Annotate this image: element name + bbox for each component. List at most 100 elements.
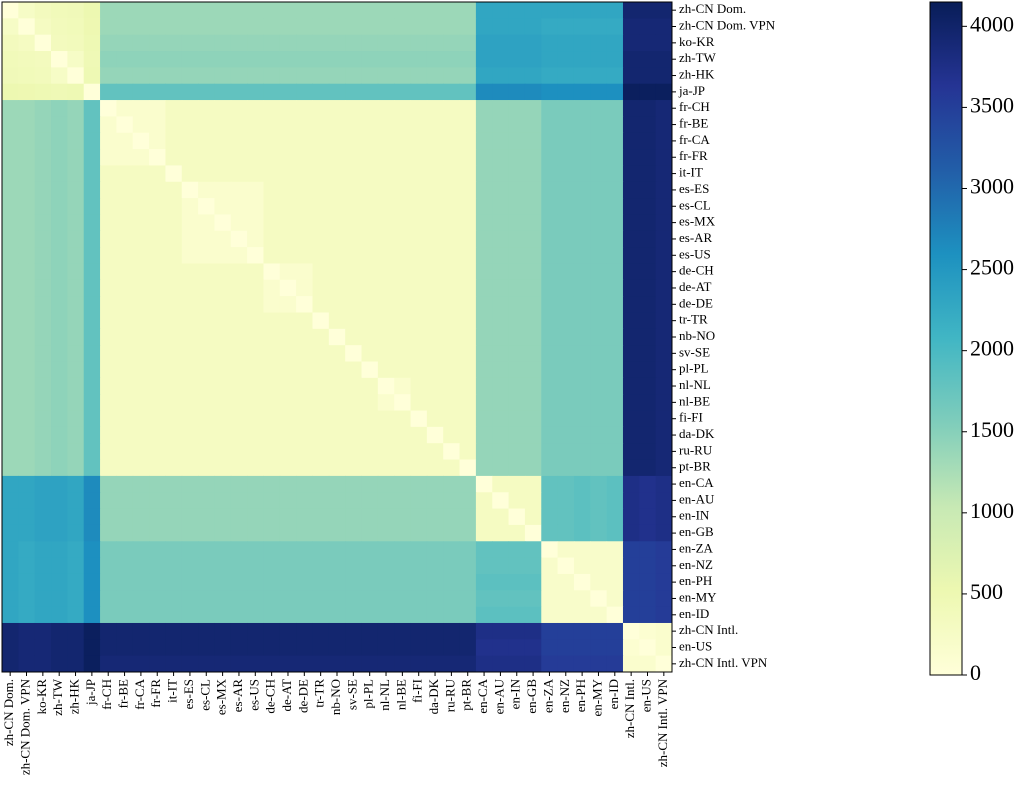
x-tick-label: sv-SE — [344, 679, 359, 710]
heatmap-cell — [312, 34, 330, 52]
heatmap-cell — [247, 443, 264, 461]
heatmap-cell — [361, 18, 379, 36]
heatmap-cell — [198, 590, 215, 608]
heatmap-cell — [524, 312, 542, 330]
heatmap-cell — [426, 443, 444, 461]
heatmap-cell — [116, 2, 134, 19]
heatmap-cell — [263, 655, 281, 673]
heatmap-cell — [181, 443, 199, 461]
heatmap-cell — [508, 524, 526, 542]
heatmap-cell — [394, 410, 412, 428]
heatmap-cell — [524, 345, 542, 363]
heatmap-cell — [361, 394, 379, 412]
heatmap-cell — [590, 181, 608, 199]
heatmap-cell — [410, 296, 428, 313]
heatmap-cell — [622, 51, 640, 68]
heatmap-cell — [394, 247, 412, 264]
heatmap-cell — [426, 573, 444, 591]
heatmap-cell — [377, 573, 395, 591]
heatmap-cell — [639, 459, 657, 477]
heatmap-cell — [655, 34, 673, 52]
heatmap-cell — [83, 51, 101, 68]
heatmap-cell — [149, 214, 166, 232]
heatmap-cell — [639, 557, 657, 575]
heatmap-cell — [508, 606, 526, 624]
colorbar-tick-label: 1000 — [970, 498, 1014, 523]
heatmap-cell — [492, 508, 510, 526]
heatmap-cell — [410, 83, 428, 101]
heatmap-cell — [214, 655, 232, 673]
heatmap-cell — [214, 165, 232, 183]
heatmap-cell — [51, 492, 68, 510]
heatmap-cell — [655, 83, 673, 101]
heatmap-cell — [426, 149, 444, 166]
heatmap-cell — [67, 279, 85, 297]
heatmap-cell — [149, 443, 166, 461]
heatmap-cell — [263, 394, 281, 412]
heatmap-cell — [492, 165, 510, 183]
heatmap-cell — [443, 83, 461, 101]
heatmap-cell — [67, 459, 85, 477]
heatmap-cell — [165, 132, 183, 150]
heatmap-cell — [67, 2, 85, 19]
heatmap-cell — [132, 557, 150, 575]
heatmap-cell — [345, 165, 363, 183]
heatmap-cell — [394, 573, 412, 591]
heatmap-cell — [622, 377, 640, 395]
heatmap-cell — [328, 475, 346, 493]
heatmap-cell — [524, 639, 542, 657]
heatmap-cell — [443, 181, 461, 199]
heatmap-cell — [361, 524, 379, 542]
heatmap-cell — [459, 100, 477, 117]
heatmap-cell — [328, 279, 346, 297]
heatmap-cell — [116, 361, 134, 379]
heatmap-cell — [590, 230, 608, 248]
heatmap-cell — [149, 639, 166, 657]
heatmap-cell — [279, 296, 297, 313]
heatmap-cell — [508, 2, 526, 19]
heatmap-cell — [18, 247, 36, 264]
heatmap-cell — [279, 247, 297, 264]
heatmap-cell — [214, 83, 232, 101]
heatmap-cell — [508, 51, 526, 68]
x-tick-label: zh-CN Dom. VPN — [17, 678, 32, 775]
heatmap-cell — [524, 492, 542, 510]
heatmap-cell — [230, 51, 248, 68]
heatmap-cell — [492, 51, 510, 68]
heatmap-cell — [312, 100, 330, 117]
heatmap-cell — [622, 590, 640, 608]
heatmap-cell — [377, 247, 395, 264]
heatmap-cell — [149, 230, 166, 248]
x-tick-label: ja-JP — [83, 679, 98, 706]
heatmap-cell — [247, 214, 264, 232]
heatmap-cell — [149, 2, 166, 19]
heatmap-cell — [590, 132, 608, 150]
heatmap-cell — [263, 18, 281, 36]
heatmap-cell — [508, 345, 526, 363]
heatmap-cell — [132, 263, 150, 281]
heatmap-cell — [263, 263, 281, 281]
heatmap-cell — [100, 639, 117, 657]
heatmap-cell — [345, 312, 363, 330]
heatmap-cell — [214, 590, 232, 608]
heatmap-cell — [475, 492, 493, 510]
heatmap-cell — [279, 116, 297, 134]
heatmap-cell — [51, 2, 68, 19]
heatmap-cell — [508, 247, 526, 264]
heatmap-cell — [459, 116, 477, 134]
heatmap-cell — [557, 181, 575, 199]
heatmap-cell — [524, 606, 542, 624]
heatmap-cell — [377, 18, 395, 36]
heatmap-cell — [345, 214, 363, 232]
heatmap-cell — [247, 524, 264, 542]
heatmap-cell — [410, 557, 428, 575]
heatmap-cell — [590, 165, 608, 183]
heatmap-cell — [83, 524, 101, 542]
heatmap-cell — [541, 426, 559, 444]
heatmap-cell — [263, 312, 281, 330]
heatmap-cell — [410, 263, 428, 281]
heatmap-cell — [230, 34, 248, 52]
heatmap-cell — [67, 377, 85, 395]
heatmap-cell — [557, 296, 575, 313]
